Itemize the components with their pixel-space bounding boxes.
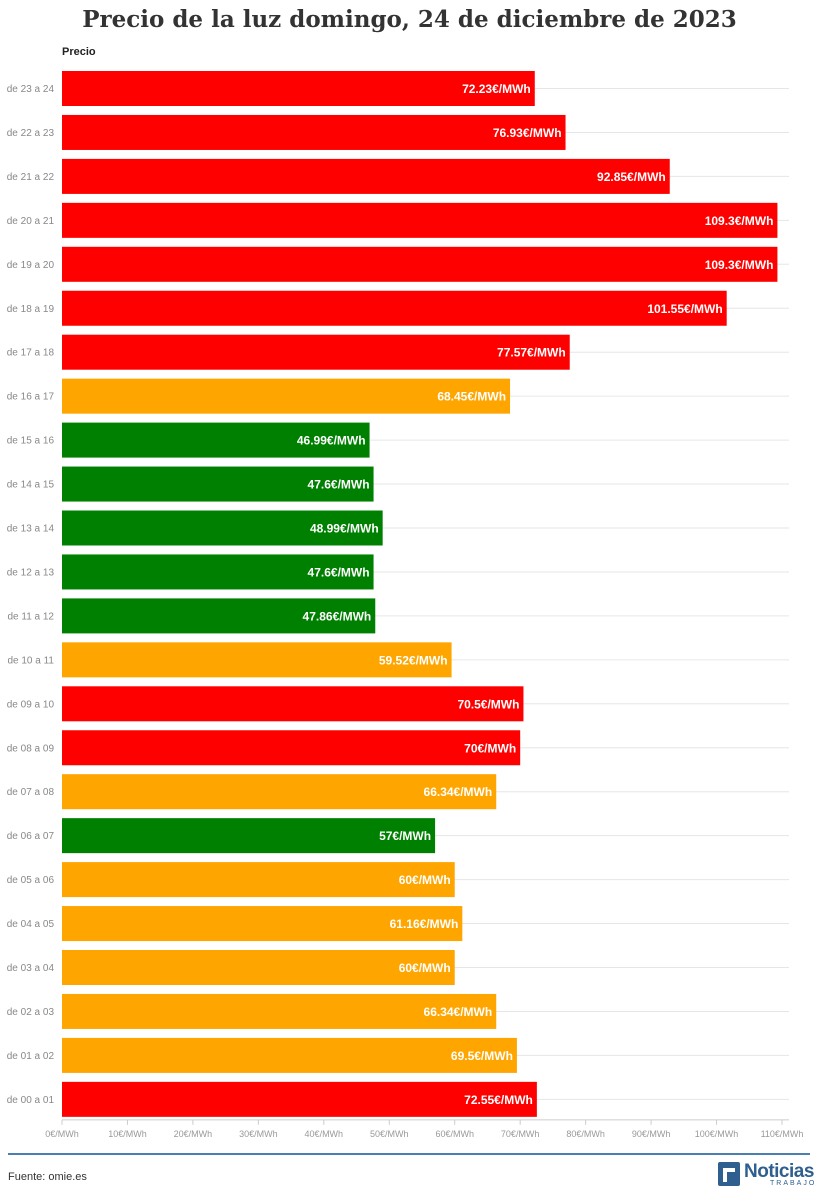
bar: [62, 334, 570, 370]
x-tick-label: 100€/MWh: [695, 1129, 739, 1139]
data-label: 92.85€/MWh: [597, 170, 666, 184]
x-tick-label: 10€/MWh: [108, 1129, 147, 1139]
x-tick-label: 70€/MWh: [501, 1129, 540, 1139]
bar: [62, 730, 521, 766]
x-tick-label: 40€/MWh: [305, 1129, 344, 1139]
category-label: de 22 a 23: [7, 128, 55, 139]
category-label: de 15 a 16: [7, 436, 55, 447]
category-label: de 03 a 04: [7, 963, 55, 974]
bar: [62, 950, 455, 985]
category-label: de 10 a 11: [7, 655, 54, 666]
category-label: de 06 a 07: [7, 831, 55, 842]
chart-title: Precio de la luz domingo, 24 de diciembr…: [82, 6, 737, 33]
data-label: 72.23€/MWh: [462, 82, 531, 96]
bar: [62, 598, 376, 634]
bar: [62, 642, 452, 678]
footer-divider: [8, 1153, 810, 1155]
x-tick-label: 30€/MWh: [239, 1129, 278, 1139]
data-label: 47.6€/MWh: [308, 478, 370, 492]
noticias-trabajo-logo: Noticias TRABAJO: [718, 1161, 817, 1188]
data-label: 57€/MWh: [379, 829, 431, 843]
data-label: 69.5€/MWh: [451, 1049, 513, 1063]
category-label: de 20 a 21: [7, 216, 55, 227]
category-label: de 00 a 01: [7, 1095, 55, 1106]
logo-text: Noticias: [744, 1161, 814, 1182]
x-tick-label: 90€/MWh: [632, 1129, 671, 1139]
bar: [62, 202, 778, 238]
data-label: 48.99€/MWh: [310, 522, 379, 536]
data-label: 77.57€/MWh: [497, 346, 566, 360]
category-label: de 01 a 02: [7, 1051, 55, 1062]
bar: [62, 1037, 517, 1073]
x-tick-label: 110€/MWh: [761, 1129, 804, 1139]
bar: [62, 290, 727, 326]
x-tick-label: 0€/MWh: [45, 1129, 79, 1139]
bar: [62, 378, 511, 414]
category-label: de 09 a 10: [7, 699, 55, 710]
x-tick-label: 20€/MWh: [174, 1129, 213, 1139]
data-label: 68.45€/MWh: [437, 390, 506, 404]
category-label: de 21 a 22: [7, 172, 55, 183]
data-label: 46.99€/MWh: [297, 434, 366, 448]
category-label: de 18 a 19: [7, 304, 55, 315]
data-label: 70€/MWh: [464, 741, 516, 755]
x-tick-label: 80€/MWh: [566, 1129, 605, 1139]
data-label: 61.16€/MWh: [390, 917, 459, 931]
data-label: 47.6€/MWh: [308, 565, 370, 579]
category-label: de 19 a 20: [7, 260, 55, 271]
data-label: 66.34€/MWh: [424, 785, 493, 799]
data-label: 66.34€/MWh: [424, 1005, 493, 1019]
x-tick-label: 60€/MWh: [435, 1129, 474, 1139]
data-label: 109.3€/MWh: [705, 214, 774, 228]
data-label: 59.52€/MWh: [379, 653, 448, 667]
series-label: Precio: [62, 46, 96, 58]
category-label: de 13 a 14: [7, 524, 55, 535]
data-label: 101.55€/MWh: [647, 302, 722, 316]
bar: [62, 686, 524, 722]
bar: [62, 993, 497, 1029]
category-label: de 05 a 06: [7, 875, 55, 886]
bar: [62, 422, 370, 458]
data-label: 60€/MWh: [399, 961, 451, 975]
bar: [62, 158, 670, 194]
bar: [62, 818, 436, 854]
bar: [62, 466, 374, 502]
data-label: 109.3€/MWh: [705, 258, 774, 272]
data-label: 76.93€/MWh: [493, 126, 562, 140]
data-label: 47.86€/MWh: [303, 609, 372, 623]
bar: [62, 774, 497, 810]
category-label: de 12 a 13: [7, 567, 55, 578]
category-label: de 07 a 08: [7, 787, 55, 798]
category-label: de 16 a 17: [7, 392, 55, 403]
bar: [62, 862, 455, 898]
bar: [62, 554, 374, 590]
source-note: Fuente: omie.es: [8, 1171, 87, 1183]
data-label: 60€/MWh: [399, 873, 451, 887]
bar: [62, 510, 383, 546]
category-label: de 08 a 09: [7, 743, 55, 754]
data-label: 70.5€/MWh: [457, 697, 519, 711]
bar: [62, 1081, 537, 1117]
category-label: de 04 a 05: [7, 919, 55, 930]
category-label: de 17 a 18: [7, 348, 55, 359]
category-label: de 02 a 03: [7, 1007, 55, 1018]
bar: [62, 114, 566, 150]
data-label: 72.55€/MWh: [464, 1093, 533, 1107]
logo-subtext: TRABAJO: [770, 1180, 817, 1187]
bar: [62, 906, 463, 942]
bar-chart: 0€/MWh 10€/MWh 20€/MWh 30€/MWh 40€/MWh 50€/MW…: [7, 71, 804, 1139]
category-label: de 11 a 12: [7, 611, 54, 622]
x-tick-label: 50€/MWh: [370, 1129, 409, 1139]
category-label: de 23 a 24: [7, 84, 55, 95]
bar: [62, 246, 778, 282]
bar: [62, 71, 535, 106]
logo-mark-icon: [718, 1162, 740, 1186]
category-label: de 14 a 15: [7, 480, 55, 491]
